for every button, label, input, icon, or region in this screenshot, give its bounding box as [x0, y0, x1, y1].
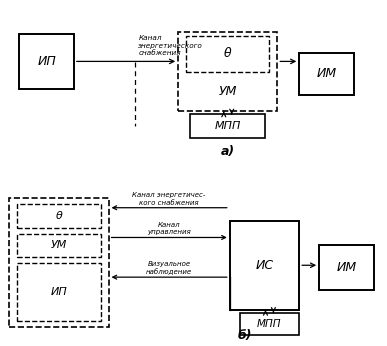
Text: ИП: ИП: [37, 55, 56, 68]
Text: ИС: ИС: [255, 259, 274, 272]
Bar: [186, 36, 269, 72]
Text: МПП: МПП: [214, 121, 241, 131]
Text: а): а): [221, 145, 235, 158]
Text: Визуальное
наблюдение: Визуальное наблюдение: [146, 261, 192, 275]
Bar: [19, 34, 74, 89]
Text: ИП: ИП: [51, 287, 67, 297]
Bar: [230, 221, 299, 310]
Text: УМ: УМ: [219, 85, 237, 98]
Text: Канал энергетичес-
кого снабжения: Канал энергетичес- кого снабжения: [132, 192, 206, 206]
Text: Канал
управления: Канал управления: [147, 222, 191, 236]
Bar: [17, 204, 101, 228]
Bar: [299, 53, 354, 95]
Text: θ: θ: [224, 47, 231, 61]
Text: МПП: МПП: [257, 319, 282, 329]
Bar: [9, 198, 109, 327]
Text: б): б): [237, 329, 252, 342]
Bar: [190, 115, 265, 138]
Text: θ: θ: [56, 211, 62, 221]
Text: ИМ: ИМ: [317, 67, 337, 80]
Text: ИМ: ИМ: [336, 261, 356, 274]
Bar: [17, 234, 101, 257]
Bar: [319, 245, 374, 290]
Text: УМ: УМ: [51, 240, 67, 251]
Bar: [178, 32, 277, 111]
Text: Канал
энергетического
снабжения: Канал энергетического снабжения: [139, 35, 203, 56]
Bar: [17, 263, 101, 321]
Bar: [240, 313, 299, 335]
